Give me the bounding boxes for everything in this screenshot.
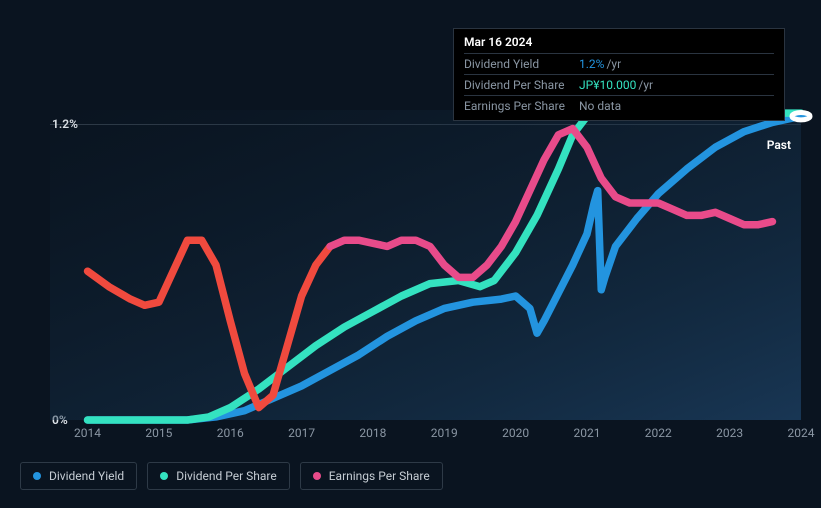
legend-dot — [33, 472, 41, 480]
legend-dot — [160, 472, 168, 480]
past-label: Past — [767, 138, 791, 152]
tooltip: Mar 16 2024 Dividend Yield 1.2% /yr Divi… — [453, 28, 785, 121]
legend-item-dividend-per-share[interactable]: Dividend Per Share — [147, 462, 290, 490]
tooltip-row: Dividend Yield 1.2% /yr — [464, 53, 774, 74]
tooltip-title: Mar 16 2024 — [464, 35, 774, 53]
x-axis-label: 2015 — [145, 426, 172, 440]
x-axis-label: 2022 — [645, 426, 672, 440]
tooltip-suffix: /yr — [638, 78, 653, 92]
x-axis-label: 2018 — [359, 426, 386, 440]
x-axis-label: 2023 — [716, 426, 743, 440]
chart-area: Mar 16 2024 Dividend Yield 1.2% /yr Divi… — [20, 10, 801, 440]
x-axis-label: 2019 — [431, 426, 458, 440]
plot-region: 1.2% 0% 20142015201620172018201920202021… — [50, 110, 801, 420]
tooltip-value: No data — [579, 99, 621, 113]
legend-label: Dividend Per Share — [176, 469, 277, 483]
chart-svg — [50, 110, 801, 420]
x-axis-label: 2024 — [788, 426, 815, 440]
legend: Dividend Yield Dividend Per Share Earnin… — [20, 462, 443, 490]
tooltip-label: Dividend Per Share — [464, 78, 579, 92]
legend-label: Dividend Yield — [49, 469, 124, 483]
tooltip-label: Dividend Yield — [464, 57, 579, 71]
tooltip-suffix: /yr — [606, 57, 621, 71]
tooltip-value: JP¥10.000 — [579, 78, 636, 92]
tooltip-label: Earnings Per Share — [464, 99, 579, 113]
x-axis-label: 2014 — [74, 426, 101, 440]
tooltip-row: Earnings Per Share No data — [464, 95, 774, 116]
legend-label: Earnings Per Share — [329, 469, 430, 483]
legend-dot — [313, 472, 321, 480]
x-axis-label: 2020 — [502, 426, 529, 440]
x-axis-label: 2021 — [573, 426, 600, 440]
tooltip-row: Dividend Per Share JP¥10.000 /yr — [464, 74, 774, 95]
tooltip-value: 1.2% — [579, 57, 604, 71]
legend-item-dividend-yield[interactable]: Dividend Yield — [20, 462, 137, 490]
legend-item-earnings-per-share[interactable]: Earnings Per Share — [300, 462, 443, 490]
x-axis-label: 2016 — [217, 426, 244, 440]
x-axis-label: 2017 — [288, 426, 315, 440]
